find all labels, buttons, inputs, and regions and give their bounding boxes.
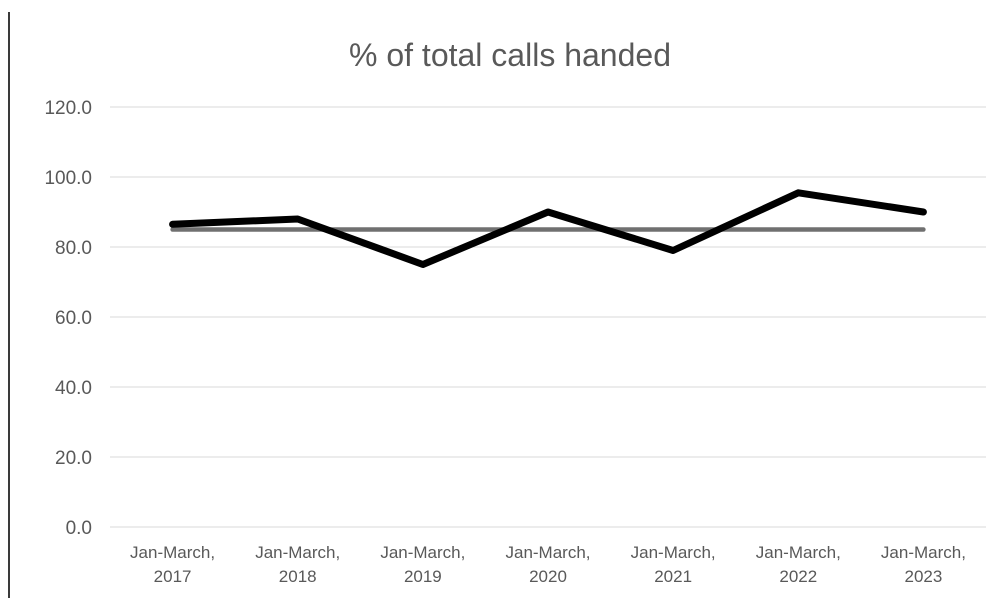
y-tick-label: 60.0	[55, 308, 92, 329]
x-tick-label-line2: 2017	[154, 567, 192, 586]
x-tick-label-line2: 2018	[279, 567, 317, 586]
y-tick-label: 120.0	[44, 98, 92, 119]
x-tick-label-line1: Jan-March,	[881, 543, 966, 562]
x-tick-label-line1: Jan-March,	[255, 543, 340, 562]
x-tick-label-line1: Jan-March,	[756, 543, 841, 562]
y-tick-label: 40.0	[55, 378, 92, 399]
x-tick-label-line2: 2020	[529, 567, 567, 586]
series-lines	[172, 193, 923, 265]
x-tick-label-line1: Jan-March,	[505, 543, 590, 562]
y-axis-ticks: 0.0 20.0 40.0 60.0 80.0 100.0 120.0	[44, 98, 92, 539]
x-tick-label-line2: 2023	[905, 567, 943, 586]
x-tick-label: Jan-March, 2021	[631, 543, 716, 586]
y-tick-label: 80.0	[55, 238, 92, 259]
x-tick-label-line2: 2021	[654, 567, 692, 586]
x-tick-label: Jan-March, 2020	[505, 543, 590, 586]
x-tick-label: Jan-March, 2017	[130, 543, 215, 586]
chart-title: % of total calls handed	[349, 37, 671, 73]
x-axis-ticks: Jan-March, 2017 Jan-March, 2018 Jan-March, 20…	[130, 543, 966, 586]
y-tick-label: 20.0	[55, 448, 92, 469]
left-border-line	[8, 12, 10, 598]
x-tick-label-line2: 2019	[404, 567, 442, 586]
x-tick-label-line1: Jan-March,	[631, 543, 716, 562]
y-tick-label: 0.0	[66, 518, 92, 539]
x-tick-label-line2: 2022	[779, 567, 817, 586]
x-tick-label-line1: Jan-March,	[130, 543, 215, 562]
x-tick-label: Jan-March, 2018	[255, 543, 340, 586]
y-tick-label: 100.0	[44, 168, 92, 189]
grid-lines	[110, 107, 986, 527]
x-tick-label: Jan-March, 2022	[756, 543, 841, 586]
x-tick-label-line1: Jan-March,	[380, 543, 465, 562]
x-tick-label: Jan-March, 2023	[881, 543, 966, 586]
x-tick-label: Jan-March, 2019	[380, 543, 465, 586]
